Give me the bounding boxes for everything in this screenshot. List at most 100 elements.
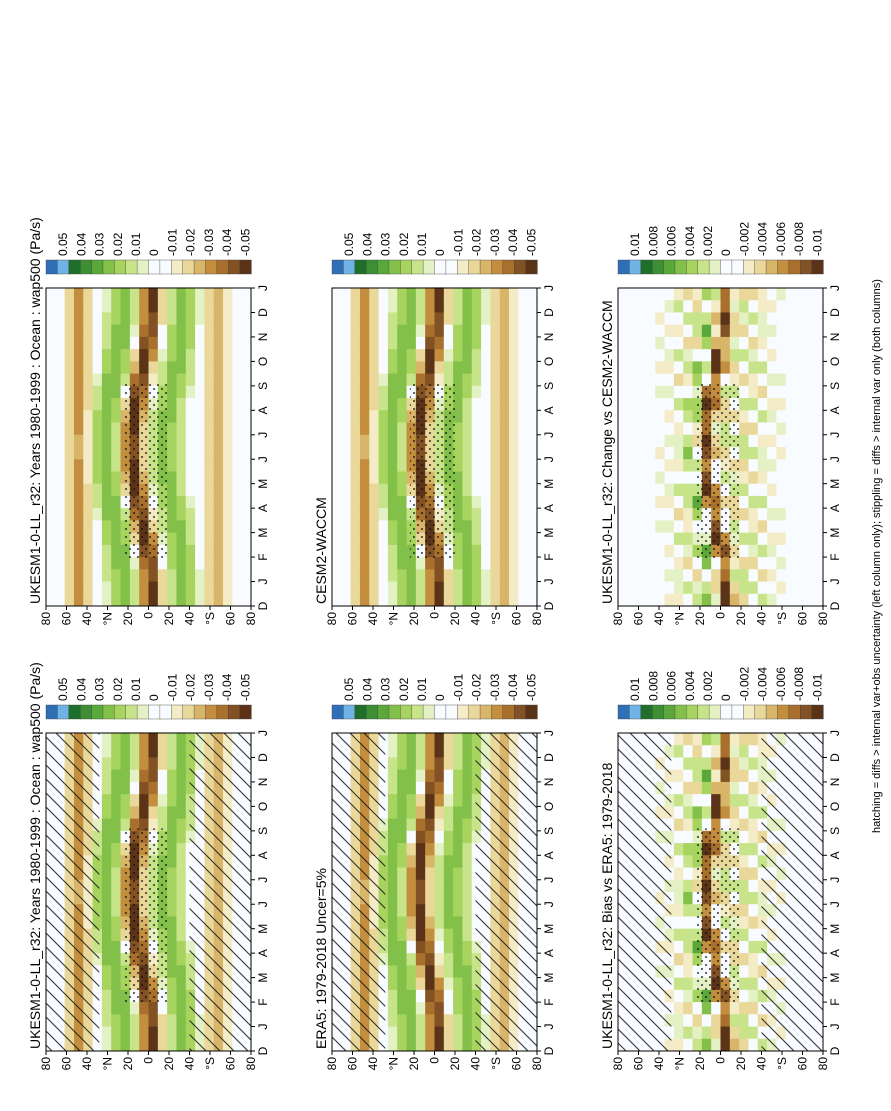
heatmap-cell — [683, 866, 694, 880]
heatmap-cell — [785, 385, 796, 399]
colorbar-label: 0 — [433, 249, 447, 256]
colorbar-label: -0.05 — [524, 228, 538, 256]
colorbar-label: 0 — [433, 694, 447, 701]
colorbar-label: -0.03 — [202, 673, 216, 701]
heatmap-cell — [434, 964, 445, 978]
heatmap-cell — [748, 556, 759, 570]
heatmap-cell — [645, 507, 656, 521]
heatmap-cell — [683, 805, 694, 819]
heatmap-cell — [767, 434, 778, 447]
heatmap-cell — [813, 544, 824, 558]
heatmap-cell — [406, 928, 417, 941]
heatmap-cell — [776, 336, 787, 350]
heatmap-cell — [101, 287, 112, 301]
colorbar-label: -0.008 — [792, 222, 806, 256]
heatmap-cell — [55, 336, 66, 350]
heatmap-cell — [167, 1038, 178, 1051]
colorbar-swatch — [525, 259, 538, 275]
heatmap-cell — [453, 940, 464, 954]
heatmap-cell — [176, 915, 187, 929]
heatmap-cell — [64, 458, 75, 472]
heatmap-cell — [618, 556, 628, 570]
x-tick-label: O — [542, 802, 556, 811]
heatmap-cell — [453, 744, 464, 758]
heatmap-cell — [453, 507, 464, 521]
heatmap-cell — [195, 385, 206, 399]
heatmap-cell — [720, 1013, 731, 1027]
heatmap-cell — [387, 866, 398, 880]
heatmap-cell — [804, 434, 815, 447]
heatmap-cell — [481, 532, 492, 545]
x-tick-label: N — [256, 333, 270, 342]
heatmap-cell — [195, 507, 206, 521]
heatmap-cell — [406, 568, 417, 582]
heatmap-cell — [767, 287, 778, 301]
heatmap-cell — [232, 287, 243, 301]
heatmap-cell — [739, 556, 750, 570]
heatmap-cell — [195, 324, 206, 337]
heatmap-cell — [185, 507, 196, 521]
x-tick-label: M — [256, 973, 270, 983]
heatmap-cell — [785, 311, 796, 325]
heatmap-cell — [341, 470, 352, 484]
colorbar-swatch — [239, 259, 252, 275]
heatmap-cell — [481, 348, 492, 362]
heatmap-cell — [776, 421, 787, 435]
x-tick-label: M — [828, 479, 842, 489]
colorbar-swatch — [617, 704, 630, 720]
heatmap-cell — [490, 568, 501, 582]
heatmap-cell — [701, 781, 712, 795]
heatmap-cell — [701, 299, 712, 313]
heatmap-cell — [195, 495, 206, 509]
heatmap-cell — [748, 483, 759, 496]
heatmap-cell — [720, 556, 731, 570]
heatmap-cell — [176, 989, 187, 1003]
heatmap-cell — [711, 1013, 722, 1027]
heatmap-cell — [83, 409, 94, 423]
colorbar-swatch — [479, 259, 493, 275]
heatmap-cell — [425, 903, 436, 917]
heatmap-cell — [518, 373, 529, 386]
heatmap-cell — [101, 348, 112, 362]
heatmap-cell — [213, 348, 224, 362]
heatmap-cell — [739, 397, 750, 411]
heatmap-cell — [64, 373, 75, 386]
heatmap-cell — [729, 781, 740, 795]
heatmap-cell — [462, 781, 473, 795]
panel-title: UKESM1-0-LL_r32: Years 1980-1999 : Ocean… — [27, 662, 43, 1049]
heatmap-cell — [167, 421, 178, 435]
heatmap-cell — [406, 580, 417, 594]
heatmap-cell — [434, 324, 445, 337]
heatmap-cell — [167, 928, 178, 941]
heatmap-cell — [739, 299, 750, 313]
heatmap-cell — [462, 952, 473, 966]
heatmap-cell — [664, 434, 675, 447]
heatmap-cell — [167, 977, 178, 990]
heatmap-cell — [518, 434, 529, 447]
heatmap-cell — [406, 1013, 417, 1027]
heatmap-cell — [176, 818, 187, 831]
colorbar-label: -0.03 — [202, 228, 216, 256]
heatmap-cell — [453, 568, 464, 582]
heatmap-cell — [739, 964, 750, 978]
heatmap-cell — [195, 532, 206, 545]
heatmap-cell — [73, 532, 84, 545]
heatmap-cell — [720, 311, 731, 325]
heatmap-cell — [729, 311, 740, 325]
heatmap-cell — [397, 434, 408, 447]
heatmap-cell — [627, 299, 638, 313]
heatmap-cell — [645, 544, 656, 558]
heatmap-cell — [359, 434, 370, 447]
heatmap-cell — [204, 336, 215, 350]
heatmap-cell — [176, 519, 187, 533]
heatmap-cell — [757, 556, 768, 570]
heatmap-cell — [148, 324, 159, 337]
heatmap-cell — [481, 299, 492, 313]
heatmap-cell — [683, 507, 694, 521]
heatmap-cell — [425, 805, 436, 819]
colorbar-swatch — [114, 704, 127, 720]
heatmap-cell — [176, 483, 187, 496]
heatmap-cell — [64, 409, 75, 423]
heatmap-cell — [397, 928, 408, 941]
heatmap-cell — [627, 544, 638, 558]
